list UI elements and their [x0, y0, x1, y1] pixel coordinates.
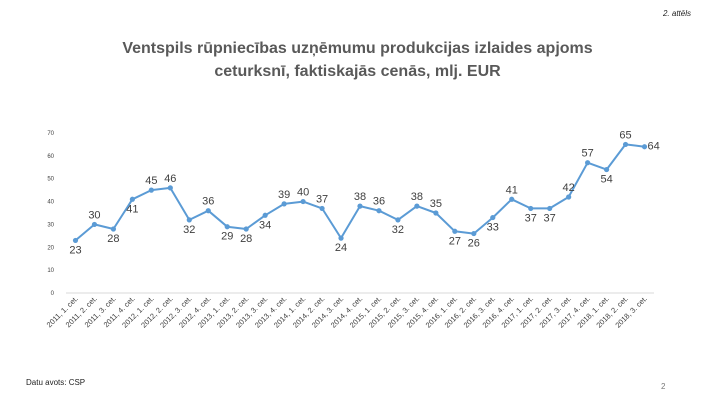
data-point: [490, 214, 496, 221]
data-point: [281, 201, 287, 207]
data-point: [110, 226, 117, 232]
data-label: 37: [544, 212, 556, 224]
y-tick-label: 50: [47, 177, 54, 183]
data-point: [509, 196, 515, 202]
data-label: 23: [69, 244, 81, 256]
data-label: 37: [316, 193, 328, 205]
data-point: [224, 224, 230, 230]
data-point: [528, 205, 534, 212]
data-label: 45: [145, 175, 157, 187]
y-tick-label: 40: [47, 200, 54, 206]
page-number: 2: [661, 382, 666, 391]
data-label: 32: [183, 224, 195, 236]
data-point: [585, 160, 591, 166]
data-point: [395, 217, 401, 223]
data-label: 42: [563, 182, 575, 194]
data-point: [129, 196, 135, 202]
data-label: 65: [619, 129, 631, 141]
y-tick-label: 0: [51, 291, 55, 297]
data-point: [641, 144, 648, 150]
y-tick-label: 70: [47, 131, 54, 137]
data-point: [148, 187, 154, 193]
chart-title-line-2: ceturksnī, faktiskajās cenās, mlj. EUR: [214, 63, 501, 80]
data-label: 24: [335, 242, 347, 254]
y-tick-label: 20: [47, 245, 54, 251]
data-point: [72, 237, 79, 244]
data-label: 27: [449, 235, 461, 247]
data-label: 41: [506, 184, 518, 196]
data-label: 36: [373, 196, 385, 208]
data-point: [376, 208, 382, 214]
chart-title-line-1: Ventspils rūpniecības uzņēmumu produkcij…: [122, 40, 593, 57]
data-point: [319, 205, 325, 212]
data-point: [452, 228, 458, 234]
data-source: Datu avots: CSP: [26, 378, 86, 387]
data-point: [603, 166, 610, 173]
data-point: [205, 208, 211, 214]
data-label: 46: [164, 173, 176, 185]
data-point: [243, 226, 249, 232]
data-point: [414, 203, 420, 209]
data-point: [357, 203, 363, 209]
data-label: 57: [581, 148, 593, 160]
data-label: 41: [126, 203, 138, 215]
data-label: 35: [430, 198, 442, 210]
data-label: 34: [259, 219, 271, 231]
data-point: [91, 221, 98, 228]
figure-label: 2. attēls: [662, 9, 691, 18]
data-label: 38: [411, 191, 423, 203]
data-label: 30: [88, 209, 100, 221]
data-label: 54: [600, 174, 612, 186]
data-label: 40: [297, 187, 309, 199]
data-point: [566, 194, 572, 200]
data-point: [547, 205, 553, 212]
data-label: 39: [278, 189, 290, 201]
data-point: [622, 141, 629, 148]
data-point: [186, 217, 192, 223]
y-tick-label: 30: [47, 222, 54, 228]
data-label: 29: [221, 231, 233, 243]
data-point: [433, 210, 439, 216]
data-label: 38: [354, 191, 366, 203]
data-point: [262, 212, 268, 218]
data-label: 28: [240, 233, 252, 245]
data-label: 28: [107, 233, 119, 245]
data-label: 33: [487, 222, 499, 234]
data-point: [167, 185, 173, 191]
data-point: [300, 198, 306, 205]
data-label: 36: [202, 196, 214, 208]
y-tick-label: 60: [47, 154, 54, 160]
data-label: 37: [525, 212, 537, 224]
data-label: 64: [648, 141, 660, 153]
data-point: [471, 230, 477, 237]
data-label: 26: [468, 238, 480, 250]
data-label: 32: [392, 224, 404, 236]
y-tick-label: 10: [47, 268, 54, 274]
data-point: [338, 235, 344, 241]
